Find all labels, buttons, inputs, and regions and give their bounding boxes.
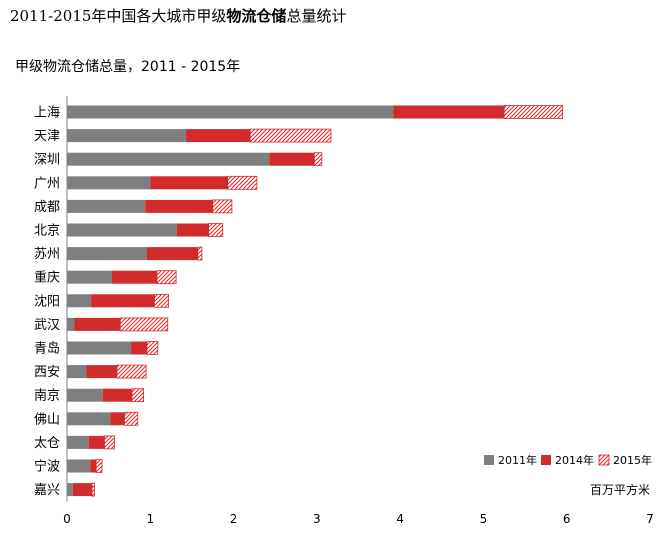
legend-swatch-2015年 [598,454,610,466]
category-label-佛山: 佛山 [34,412,60,427]
bar-宁波-2015年 [95,459,103,473]
bar-西安-2015年 [116,364,147,379]
x-tick-6: 6 [563,512,571,526]
bar-上海-2011年 [67,105,394,119]
chart-title: 甲级物流仓储总量，2011 - 2015年 [15,59,241,75]
bar-嘉兴-2014年 [72,483,92,497]
legend: 2011年 2014年 2015年 [484,453,652,467]
bar-嘉兴-2015年 [91,482,95,497]
bar-上海-2015年 [503,105,563,119]
bar-上海-2014年 [393,105,505,119]
category-label-成都: 成都 [34,200,60,215]
bar-天津-2014年 [186,129,251,143]
bar-南京-2015年 [131,388,145,403]
legend-label-2015年: 2015年 [613,453,652,467]
bar-成都-2015年 [212,199,233,214]
bar-青岛-2011年 [67,341,132,355]
category-label-重庆: 重庆 [34,270,60,286]
category-label-天津: 天津 [34,129,60,144]
x-tick-5: 5 [480,512,488,526]
category-label-西安: 西安 [34,365,60,380]
bar-宁波-2011年 [67,459,91,473]
bar-武汉-2015年 [119,317,169,332]
bar-北京-2014年 [176,223,209,237]
category-label-广州: 广州 [34,176,60,191]
bar-武汉-2011年 [67,317,75,331]
bar-天津-2011年 [67,129,187,143]
bar-嘉兴-2011年 [67,483,73,497]
x-tick-4: 4 [396,512,404,526]
category-label-太仓: 太仓 [34,436,60,451]
bar-太仓-2015年 [104,435,115,450]
bar-佛山-2011年 [67,412,111,426]
x-axis-ticks: 0 1 2 3 4 5 6 7 [63,512,654,526]
category-label-宁波: 宁波 [34,459,60,475]
category-label-上海: 上海 [34,106,60,121]
bar-深圳-2014年 [269,152,315,166]
bar-成都-2014年 [145,199,213,213]
category-label-深圳: 深圳 [34,153,60,168]
x-tick-0: 0 [63,512,71,526]
page-title-part1: 2011-2015年中国各大城市甲级 [10,7,227,25]
bar-南京-2011年 [67,388,103,402]
bar-重庆-2011年 [67,270,112,284]
category-label-青岛: 青岛 [34,341,60,357]
bar-太仓-2014年 [88,435,105,449]
category-label-北京: 北京 [34,224,60,239]
page-title-part2: 物流仓储 [226,7,287,25]
bar-重庆-2014年 [111,270,157,284]
bar-沈阳-2011年 [67,294,92,308]
page-title: 2011-2015年中国各大城市甲级物流仓储总量统计 [10,6,346,26]
x-tick-1: 1 [146,512,154,526]
unit-label: 百万平方米 [590,482,650,497]
category-label-嘉兴: 嘉兴 [34,483,60,498]
legend-swatch-2014年 [541,455,551,465]
bar-天津-2015年 [249,128,332,143]
x-tick-2: 2 [230,512,238,526]
bar-重庆-2015年 [156,270,177,285]
bar-太仓-2011年 [67,435,89,449]
bar-深圳-2015年 [313,152,323,167]
bar-沈阳-2014年 [91,294,155,308]
bars-layer [67,105,563,497]
bar-青岛-2014年 [131,341,147,355]
bar-佛山-2014年 [110,412,125,426]
bar-苏州-2011年 [67,247,147,261]
bar-佛山-2015年 [124,411,139,426]
bar-苏州-2015年 [197,246,203,261]
legend-swatch-2011年 [484,455,494,465]
bar-南京-2014年 [102,388,132,402]
category-label-武汉: 武汉 [34,318,60,333]
category-label-沈阳: 沈阳 [34,294,60,309]
legend-label-2014年: 2014年 [555,453,594,467]
bar-武汉-2014年 [74,317,121,331]
bar-成都-2011年 [67,199,146,213]
bar-沈阳-2015年 [154,293,170,308]
legend-label-2011年: 2011年 [498,453,537,467]
bar-广州-2014年 [150,176,228,190]
bar-西安-2011年 [67,365,87,379]
x-tick-3: 3 [313,512,321,526]
bar-北京-2015年 [208,223,224,237]
bar-宁波-2014年 [90,459,97,473]
bar-广州-2015年 [227,175,258,190]
category-label-苏州: 苏州 [34,246,60,262]
bar-广州-2011年 [67,176,151,190]
bar-深圳-2011年 [67,152,270,166]
bar-北京-2011年 [67,223,177,237]
bar-青岛-2015年 [146,341,159,355]
category-label-南京: 南京 [34,388,60,404]
bar-西安-2014年 [86,365,117,379]
x-tick-7: 7 [646,512,654,526]
page-title-part3: 总量统计 [286,7,347,25]
bar-苏州-2014年 [146,247,198,261]
